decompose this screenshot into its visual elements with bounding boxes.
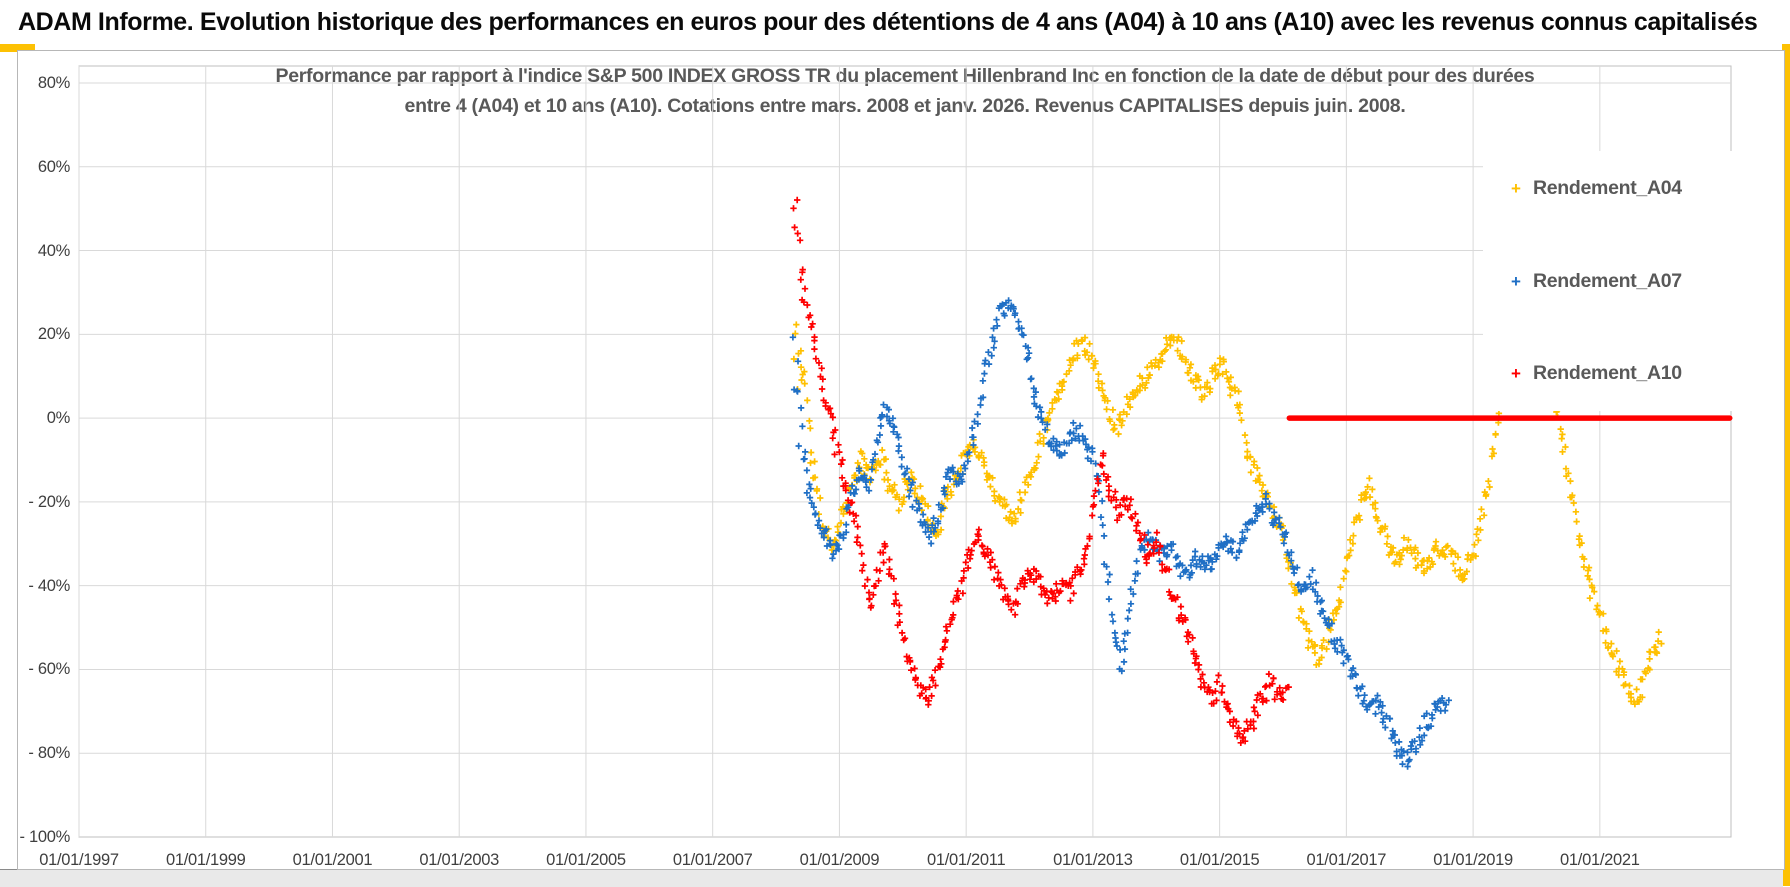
x-tick-label: 01/01/2017 <box>1306 851 1387 869</box>
x-tick-label: 01/01/2013 <box>1053 851 1133 869</box>
legend-label: Rendement_A07 <box>1532 269 1682 292</box>
legend-label: Rendement_A10 <box>1532 362 1682 384</box>
y-tick-label: 0% <box>46 409 71 428</box>
x-tick-label: 01/01/2015 <box>1179 851 1260 869</box>
x-tick-label: 01/01/2001 <box>292 851 373 869</box>
x-tick-label: 01/01/2003 <box>419 851 499 869</box>
scatter-series-Rendement_A04 <box>790 321 1665 708</box>
x-tick-label: 01/01/1997 <box>39 851 119 869</box>
x-tick-label: 01/01/2007 <box>672 851 753 869</box>
header-bar: ADAM Informe. Evolution historique des p… <box>0 0 1790 44</box>
y-tick-label: 20% <box>37 325 70 344</box>
legend-item-Rendement_A07: + Rendement_A07 <box>1483 270 1751 293</box>
legend-label: Rendement_A04 <box>1532 177 1682 199</box>
chart-title-line2: entre 4 (A04) et 10 ans (A10). Cotations… <box>404 95 1406 117</box>
x-tick-label: 01/01/2021 <box>1560 851 1640 869</box>
y-tick-label: - 40% <box>28 576 70 595</box>
legend-item-Rendement_A10: + Rendement_A10 <box>1483 362 1751 385</box>
bottom-strip <box>0 869 1783 887</box>
y-tick-label: 40% <box>37 241 70 260</box>
scatter-plot <box>78 65 1733 838</box>
y-tick-label: 60% <box>37 157 70 176</box>
y-tick-label: - 80% <box>28 744 70 763</box>
y-tick-label: 80% <box>37 74 70 92</box>
yellow-accent-top-left <box>0 44 35 52</box>
x-tick-label: 01/01/1999 <box>165 851 246 869</box>
y-tick-label: - 20% <box>28 492 70 511</box>
x-tick-label: 01/01/2009 <box>799 851 880 869</box>
x-tick-label: 01/01/2019 <box>1433 851 1513 869</box>
plus-marker-icon: + <box>1511 179 1521 198</box>
page-title: ADAM Informe. Evolution historique des p… <box>18 7 1758 36</box>
plus-marker-icon: + <box>1511 271 1521 291</box>
scatter-series-Rendement_A10 <box>790 196 1292 746</box>
x-tick-label: 01/01/2011 <box>926 851 1006 869</box>
x-tick-label: 01/01/2005 <box>546 851 626 869</box>
scatter-series-Rendement_A07 <box>789 297 1452 770</box>
legend: + Rendement_A04 + Rendement_A07 + Rendement_A… <box>1483 151 1751 411</box>
yellow-accent-right-edge <box>1782 44 1790 886</box>
chart-area: Performance par rapport à l'indice S&P 5… <box>17 50 1785 870</box>
plus-marker-icon: + <box>1511 364 1521 383</box>
y-tick-label: - 60% <box>28 660 70 679</box>
legend-item-Rendement_A04: + Rendement_A04 <box>1483 177 1751 200</box>
y-tick-label: - 100% <box>19 828 71 846</box>
